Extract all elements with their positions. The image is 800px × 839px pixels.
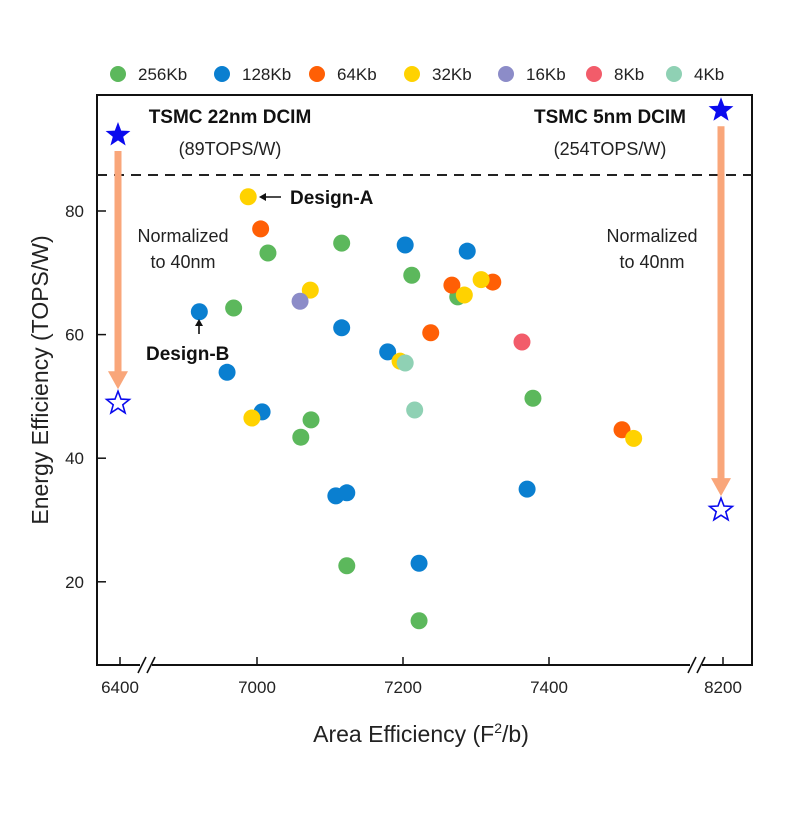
y-axis-label: Energy Efficiency (TOPS/W) bbox=[27, 235, 53, 524]
y-tick-label-40: 40 bbox=[65, 449, 84, 468]
axis-break-mark-1 bbox=[696, 656, 706, 674]
normalized-left-line1: Normalized bbox=[137, 226, 228, 246]
legend-marker-8Kb bbox=[586, 66, 602, 82]
data-point-32Kb bbox=[301, 281, 319, 299]
legend-marker-32Kb bbox=[404, 66, 420, 82]
data-point-128Kb bbox=[338, 484, 356, 502]
star-filled-icon-0 bbox=[105, 122, 131, 146]
legend-label-256Kb: 256Kb bbox=[138, 65, 187, 84]
design-a-arrow bbox=[259, 193, 281, 201]
legend-label-32Kb: 32Kb bbox=[432, 65, 472, 84]
x-tick-label-7400: 7400 bbox=[530, 678, 568, 697]
data-point-8Kb bbox=[513, 333, 531, 351]
axis-break-mark-1 bbox=[687, 656, 697, 674]
y-tick-label-80: 80 bbox=[65, 202, 84, 221]
star-hollow-icon-0 bbox=[104, 388, 132, 415]
axis-break-mark-0 bbox=[146, 656, 156, 674]
design-b-label: Design-B bbox=[146, 344, 229, 365]
axis-breaks bbox=[137, 656, 706, 674]
data-point-128Kb bbox=[410, 554, 428, 572]
normalized-right-line1: Normalized bbox=[606, 226, 697, 246]
data-point-32Kb bbox=[243, 409, 261, 427]
data-point-128Kb bbox=[218, 363, 236, 381]
data-point-16Kb bbox=[291, 292, 309, 310]
y-tick-label-20: 20 bbox=[65, 573, 84, 592]
ref-5nm-label: TSMC 5nm DCIM bbox=[534, 107, 686, 128]
data-point-256Kb bbox=[524, 389, 542, 407]
design-a-label: Design-A bbox=[290, 188, 374, 209]
normalized-right-line2: to 40nm bbox=[619, 252, 684, 272]
legend-label-64Kb: 64Kb bbox=[337, 65, 377, 84]
data-point-128Kb bbox=[333, 319, 351, 337]
ref-22nm-value: (89TOPS/W) bbox=[179, 139, 282, 159]
axis-ticks: 6400 7000 7200 7400 8200 20 40 60 80 bbox=[65, 202, 742, 697]
normalization-arrowhead-1 bbox=[711, 478, 731, 497]
data-points bbox=[190, 188, 643, 630]
data-point-256Kb bbox=[410, 612, 428, 630]
data-point-32Kb bbox=[625, 429, 643, 447]
x-tick-label-7000: 7000 bbox=[238, 678, 276, 697]
legend-label-128Kb: 128Kb bbox=[242, 65, 291, 84]
data-point-256Kb bbox=[338, 557, 356, 575]
data-point-256Kb bbox=[403, 266, 421, 284]
data-point-64Kb bbox=[443, 276, 461, 294]
x-axis-label: Area Efficiency (F2/b) bbox=[313, 720, 529, 747]
normalized-left-line2: to 40nm bbox=[150, 252, 215, 272]
x-tick-label-6400: 6400 bbox=[101, 678, 139, 697]
data-point-128Kb bbox=[396, 236, 414, 254]
data-point-64Kb bbox=[422, 324, 440, 342]
normalization-arrowhead-0 bbox=[108, 371, 128, 390]
legend-marker-256Kb bbox=[110, 66, 126, 82]
legend-label-8Kb: 8Kb bbox=[614, 65, 644, 84]
data-point-256Kb bbox=[292, 428, 310, 446]
data-point-256Kb bbox=[225, 299, 243, 317]
star-hollow-icon-1 bbox=[707, 495, 735, 522]
data-point-32Kb bbox=[239, 188, 257, 206]
legend-label-4Kb: 4Kb bbox=[694, 65, 724, 84]
data-point-32Kb bbox=[472, 271, 490, 289]
data-point-256Kb bbox=[333, 234, 351, 252]
legend-marker-4Kb bbox=[666, 66, 682, 82]
data-point-64Kb bbox=[252, 220, 270, 238]
axis-break-mark-0 bbox=[137, 656, 147, 674]
plot-frame bbox=[96, 94, 753, 666]
legend-marker-16Kb bbox=[498, 66, 514, 82]
data-point-32Kb bbox=[455, 286, 473, 304]
legend: 256Kb 128Kb 64Kb 32Kb 16Kb 8Kb 4Kb bbox=[110, 65, 724, 84]
data-point-256Kb bbox=[302, 411, 320, 429]
legend-label-16Kb: 16Kb bbox=[526, 65, 566, 84]
ref-22nm-label: TSMC 22nm DCIM bbox=[149, 107, 312, 128]
normalization-arrows bbox=[108, 126, 731, 497]
legend-marker-64Kb bbox=[309, 66, 325, 82]
x-tick-label-7200: 7200 bbox=[384, 678, 422, 697]
data-point-128Kb bbox=[518, 480, 536, 498]
ref-5nm-value: (254TOPS/W) bbox=[554, 139, 667, 159]
y-tick-label-60: 60 bbox=[65, 326, 84, 345]
x-tick-label-8200: 8200 bbox=[704, 678, 742, 697]
star-filled-icon-1 bbox=[708, 97, 734, 121]
reference-stars bbox=[104, 97, 735, 522]
design-b-arrow bbox=[195, 319, 203, 334]
data-point-4Kb bbox=[396, 354, 414, 372]
data-point-256Kb bbox=[259, 244, 277, 262]
legend-marker-128Kb bbox=[214, 66, 230, 82]
data-point-64Kb bbox=[613, 421, 631, 439]
data-point-4Kb bbox=[406, 401, 424, 419]
data-point-128Kb bbox=[190, 303, 208, 321]
data-point-128Kb bbox=[379, 343, 397, 361]
data-point-128Kb bbox=[458, 242, 476, 260]
